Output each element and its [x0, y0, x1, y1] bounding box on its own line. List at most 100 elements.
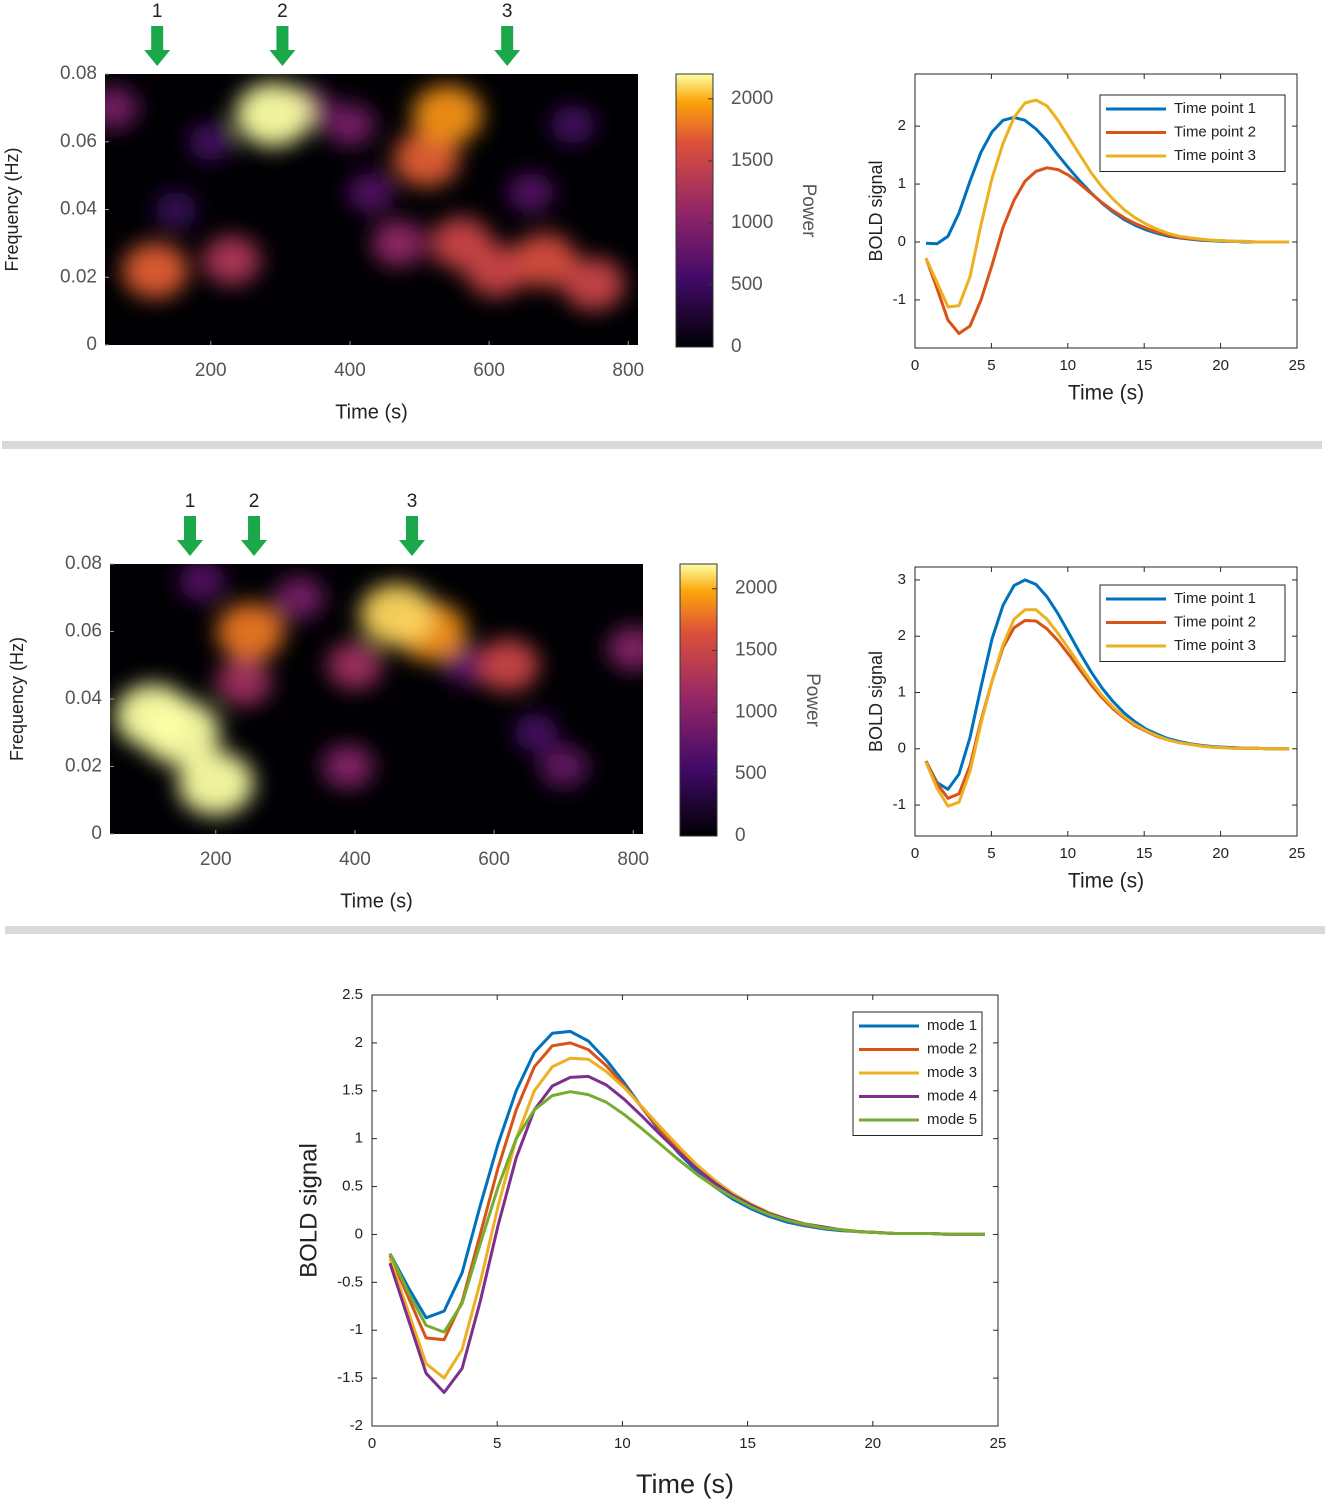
x-tick-label: 20 [1212, 357, 1229, 374]
y-tick-label: 1.5 [342, 1082, 363, 1099]
y-tick-label: 0.06 [65, 621, 102, 642]
x-tick-label: 600 [478, 849, 510, 870]
legend-label: Time point 3 [1174, 637, 1256, 654]
arrow-label: 1 [185, 491, 196, 512]
line-series [924, 608, 1290, 808]
heat-blob [216, 602, 285, 661]
heat-blob [513, 713, 558, 752]
colorbar [679, 563, 718, 837]
heat-blob [141, 699, 220, 766]
heat-blob [122, 242, 189, 299]
heatmap-blobs [115, 564, 643, 816]
y-tick-label: 0 [91, 823, 102, 844]
y-tick-label: -1.5 [337, 1369, 363, 1386]
x-tick-label: 10 [1059, 357, 1076, 374]
legend-label: Time point 1 [1174, 590, 1256, 607]
heatmap [115, 564, 643, 816]
heat-blob [188, 122, 233, 161]
line-series [924, 98, 1290, 309]
y-tick-label: -0.5 [337, 1273, 363, 1290]
y-tick-label: 0.04 [65, 688, 102, 709]
y-tick-label: 0 [355, 1225, 363, 1242]
legend-label: Time point 1 [1174, 100, 1256, 117]
heat-blob [326, 641, 383, 690]
y-tick-label: 2.5 [342, 986, 363, 1003]
arrow [398, 516, 425, 556]
heatmap-blobs [105, 82, 625, 311]
y-tick-label: 0.04 [60, 199, 97, 220]
heat-blob [105, 86, 139, 130]
x-tick-label: 25 [990, 1435, 1007, 1452]
arrow-label: 2 [249, 491, 260, 512]
x-tick-label: 400 [334, 360, 366, 381]
x-tick-label: 15 [1136, 845, 1153, 862]
x-tick-label: 5 [493, 1435, 501, 1452]
x-axis-label: Time (s) [335, 401, 408, 423]
y-tick-label: 0.06 [60, 131, 97, 152]
colorbar-label: Power [802, 673, 823, 728]
y-tick-label: -1 [350, 1321, 363, 1338]
colorbar-tick-label: 1500 [731, 150, 773, 171]
heat-blob [412, 85, 483, 145]
x-tick-label: 0 [911, 357, 919, 374]
arrow [177, 516, 204, 556]
legend-label: mode 3 [927, 1064, 977, 1081]
heat-blob [371, 220, 426, 267]
x-tick-label: 25 [1289, 845, 1306, 862]
heat-blob [465, 244, 528, 297]
heat-blob [177, 751, 254, 816]
legend-label: mode 2 [927, 1040, 977, 1057]
colorbar-tick-label: 1500 [735, 640, 777, 661]
x-axis-label: Time (s) [340, 890, 413, 912]
colorbar-tick-label: 1000 [731, 212, 773, 233]
x-tick-label: 400 [339, 849, 371, 870]
legend-label: Time point 3 [1174, 147, 1256, 164]
y-tick-label: 0 [86, 334, 97, 355]
heat-blob [347, 172, 394, 213]
x-axis-label: Time (s) [1068, 382, 1144, 405]
legend-label: Time point 2 [1174, 123, 1256, 140]
x-tick-label: 800 [612, 360, 644, 381]
y-tick-label: 0 [898, 740, 906, 757]
arrow [241, 516, 268, 556]
heat-blob [178, 564, 225, 601]
x-tick-label: 15 [739, 1435, 756, 1452]
heat-blob [202, 235, 261, 285]
x-tick-label: 0 [368, 1435, 376, 1452]
colorbar-label: Power [798, 184, 819, 239]
arrow-label: 3 [502, 1, 513, 22]
heat-blob [607, 626, 643, 671]
x-tick-label: 5 [987, 845, 995, 862]
x-tick-label: 800 [617, 849, 649, 870]
legend-label: Time point 2 [1174, 613, 1256, 630]
y-tick-label: 1 [355, 1130, 363, 1147]
x-tick-label: 0 [911, 845, 919, 862]
heat-blob [562, 257, 625, 311]
y-tick-label: 2 [898, 627, 906, 644]
y-tick-label: 0.08 [60, 63, 97, 84]
y-tick-label: 2 [898, 117, 906, 134]
heat-blob [477, 638, 540, 692]
legend-label: mode 1 [927, 1017, 977, 1034]
colorbar-tick-label: 2000 [731, 88, 773, 109]
y-axis-label: Frequency (Hz) [7, 637, 27, 761]
x-tick-label: 15 [1136, 357, 1153, 374]
y-tick-label: 2 [355, 1034, 363, 1051]
x-axis-label: Time (s) [636, 1469, 734, 1499]
y-tick-label: 3 [898, 571, 906, 588]
x-tick-label: 200 [200, 849, 232, 870]
x-tick-label: 600 [473, 360, 505, 381]
heat-blob [443, 645, 490, 685]
y-tick-label: 0.02 [60, 266, 97, 287]
colorbar-tick-label: 500 [735, 763, 767, 784]
y-tick-label: -1 [893, 796, 906, 813]
heat-blob [321, 744, 374, 789]
arrow-label: 1 [152, 1, 163, 22]
colorbar-tick-label: 0 [735, 825, 746, 846]
legend-label: mode 5 [927, 1111, 977, 1128]
legend-label: mode 4 [927, 1087, 977, 1104]
y-tick-label: 0.02 [65, 756, 102, 777]
x-tick-label: 5 [987, 357, 995, 374]
heat-blob [359, 583, 434, 646]
heat-blob [512, 233, 577, 288]
